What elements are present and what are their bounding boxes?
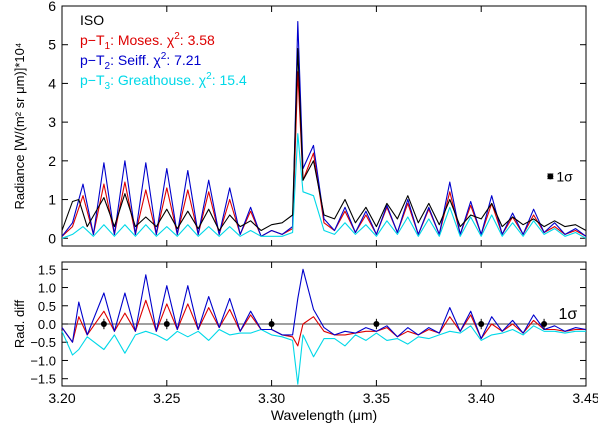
residual-errorbar-point [163,321,170,327]
y-tick-label: 3 [48,114,56,130]
legend-entry-t1: p−T1: Moses. χ2: 3.58 [80,31,215,52]
residual-panel: 1.5 1.0 0.5 0.0 −0.5 −1.0 −1.5 3.20 3.25 3.30 3.35… [12,261,598,423]
y-tick-label: 6 [48,0,56,14]
x-axis-label: Wavelength (μm) [271,407,377,423]
residual-line-pt3 [61,325,586,385]
y-tick-label: −0.5 [30,335,56,350]
legend: ISO p−T1: Moses. χ2: 3.58p−T2: Seiff. χ2:… [80,12,247,92]
y-tick-label: 4 [48,75,56,91]
y-tick-label: 2 [48,153,56,169]
series-line-iso [61,48,587,232]
y-tick-label: 1.0 [38,281,56,296]
residual-errorbar-point [268,321,275,327]
radiance-y-axis-label: Radiance [W/(m² sr μm)]*10⁴ [12,43,27,210]
x-tick-label: 3.45 [572,390,598,406]
residual-series-lines [61,268,587,385]
errorbar-label: 1σ [556,168,573,184]
residual-line-pt2 [61,268,587,343]
residual-errorbar-point [478,321,485,327]
y-tick-label: −1.0 [30,353,56,368]
radiance-panel: 0 1 2 3 4 5 6 ISO p−T1: Moses. χ2: 3.58p−T2: Se… [12,0,587,247]
y-tick-label: 5 [48,37,56,53]
residual-errorbars: 1σ [100,306,577,330]
legend-entry-t2: p−T2: Seiff. χ2: 7.21 [80,51,202,72]
residual-axis-ticks: 1.5 1.0 0.5 0.0 −0.5 −1.0 −1.5 3.20 3.25 3.30 3.35… [30,262,598,406]
y-tick-label: −1.5 [30,372,56,387]
sigma-errorbar: 1σ [547,168,573,184]
series-line-pt3 [61,133,587,239]
x-tick-label: 3.25 [153,390,180,406]
residual-errorbar-point [373,321,380,327]
y-tick-label: 0.0 [38,317,56,332]
radiance-axis-ticks: 0 1 2 3 4 5 6 [48,0,587,246]
x-tick-label: 3.35 [363,390,390,406]
legend-entry-iso: ISO [80,12,104,28]
residual-y-axis-label: Rad. diff [12,300,27,349]
residual-line-pt1 [61,299,586,347]
residual-errorbar-point [100,321,107,327]
residual-errorbar-point [541,321,548,327]
y-tick-label: 1 [48,192,56,208]
errorbar-point [547,173,554,180]
y-tick-label: 1.5 [38,262,56,277]
residual-errorbar-label: 1σ [558,306,577,323]
y-tick-label: 0 [48,230,56,246]
legend-entry-t3: p−T3: Greathouse. χ2: 15.4 [80,71,247,92]
x-tick-label: 3.40 [468,390,495,406]
x-tick-label: 3.30 [258,390,285,406]
radiance-series-lines [61,20,587,239]
y-tick-label: 0.5 [38,299,56,314]
x-tick-label: 3.20 [48,390,75,406]
